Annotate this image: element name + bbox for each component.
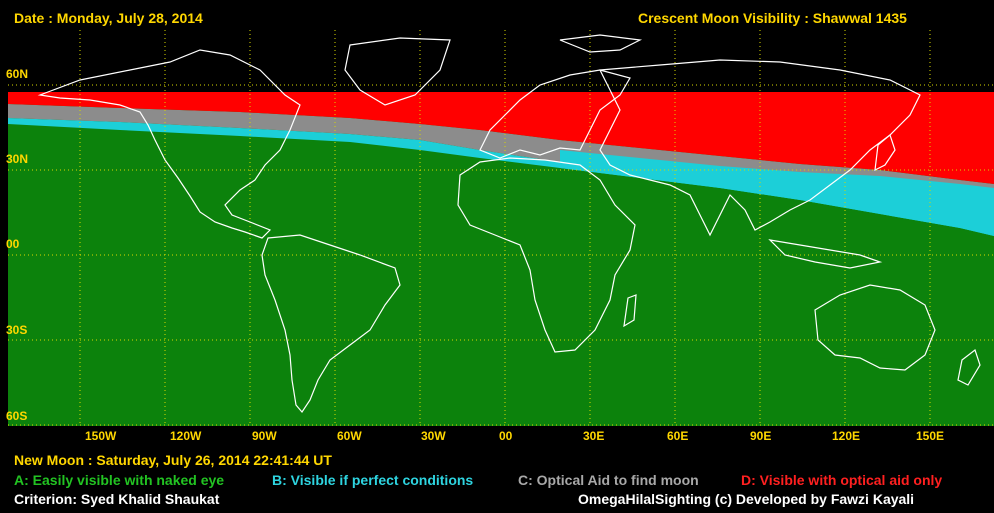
credit-label: OmegaHilalSighting (c) Developed by Fawz… [578,491,915,507]
lon-label-150e: 150E [916,429,945,443]
lat-label-30n: 30N [6,152,29,166]
map-title: Crescent Moon Visibility : Shawwal 1435 [638,10,907,26]
lon-label-60e: 60E [667,429,689,443]
coastlines [37,34,981,413]
lon-label-120w: 120W [170,429,202,443]
new-moon-label: New Moon : Saturday, July 26, 2014 22:41… [14,452,332,468]
zone-d-band [8,92,994,184]
lon-label-30w: 30W [421,429,446,443]
lat-label-60s: 60S [6,409,28,423]
zone-c-band [8,104,994,224]
lat-label-30s: 30S [6,323,28,337]
south-america-coast [261,234,401,413]
lat-label-60n: 60N [6,67,29,81]
greenland-coast [344,37,451,106]
legend-c: C: Optical Aid to find moon [518,472,699,488]
legend-a: A: Easily visible with naked eye [14,472,225,488]
lon-label-30e: 30E [583,429,605,443]
madagascar-coast [623,294,637,328]
lon-label-00: 00 [499,429,513,443]
criterion-label: Criterion: Syed Khalid Shaukat [14,491,220,507]
legend-b: B: Visible if perfect conditions [272,472,474,488]
africa-coast [457,157,636,353]
japan-coast [874,133,896,172]
lon-label-60w: 60W [337,429,362,443]
new-zealand-coast [957,349,981,386]
lon-label-150w: 150W [85,429,117,443]
north-america-coast [37,49,301,239]
lat-label-00: 00 [6,237,20,251]
date-label: Date : Monday, July 28, 2014 [14,10,203,26]
lon-label-120e: 120E [832,429,861,443]
europe-coast [479,69,631,159]
australia-coast [814,284,936,371]
lon-label-90w: 90W [252,429,277,443]
legend-d: D: Visible with optical aid only [741,472,943,488]
zone-b-east [560,150,994,236]
lon-label-90e: 90E [750,429,772,443]
arctic-islands [559,34,643,53]
indonesia-coast [768,239,883,269]
asia-coast [599,59,921,237]
